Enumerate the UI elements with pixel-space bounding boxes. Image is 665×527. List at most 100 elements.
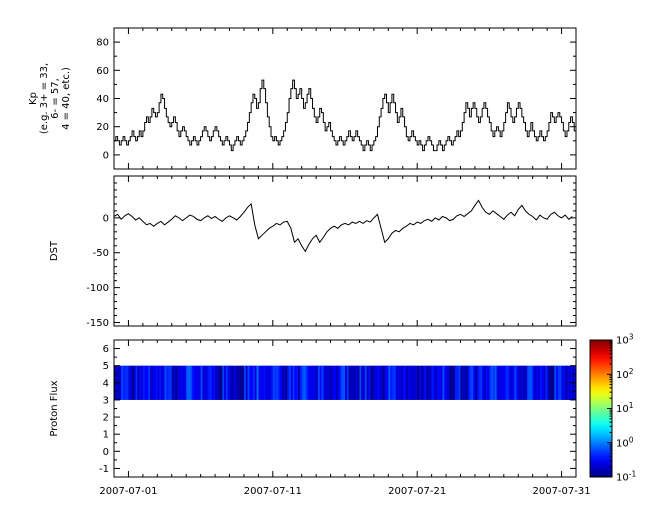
colorbar-exponent: 3 [629,333,634,342]
heatmap-strip [211,365,214,400]
heatmap-strip [418,365,422,400]
dst-index-panel-frame [113,175,577,327]
heatmap-strip [437,365,440,400]
heatmap-strip [462,365,465,400]
heatmap-strip [408,365,411,400]
heatmap-strip [402,365,405,400]
heatmap-strip [164,365,167,400]
proton-flux-panel-frame [113,339,577,478]
heatmap-strip [162,365,165,400]
y-tick-label: -100 [86,283,109,294]
y-tick-label: 80 [96,38,109,49]
heatmap-strip [123,365,126,400]
heatmap-strip [368,365,371,400]
heatmap-strip [180,365,183,400]
heatmap-strip [159,365,162,400]
heatmap-strip [303,365,306,400]
heatmap-strip [379,365,382,400]
heatmap-strip [483,365,487,400]
heatmap-strip [568,365,571,400]
y-tick-label: -1 [99,464,109,475]
heatmap-strip [422,365,425,400]
heatmap-strip [355,365,359,400]
heatmap-strip [245,365,248,400]
heatmap-strip [155,365,158,400]
dst-index-axis-ticks [114,176,576,326]
heatmap-strip [339,365,342,400]
heatmap-strip [491,365,494,400]
heatmap-strip [229,365,232,400]
heatmap-strip [323,365,326,400]
heatmap-strip [267,365,270,400]
heatmap-strip [465,365,469,400]
y-tick-label: 2 [103,413,109,424]
y-tick-label: 1 [103,430,109,441]
heatmap-strip [494,365,497,400]
heatmap-strip [325,365,328,400]
heatmap-strip [388,365,391,400]
heatmap-strip [335,365,339,400]
heatmap-strip [431,365,434,400]
heatmap-strip [467,365,470,400]
y-tick-label: 3 [103,395,109,406]
heatmap-strip [204,365,207,400]
heatmap-strip [160,365,164,400]
heatmap-strip [548,365,552,400]
heatmap-strip [543,365,546,400]
y-tick-label: 6 [103,344,109,355]
heatmap-strip [276,365,279,400]
heatmap-strip [144,365,147,400]
heatmap-strip [251,365,254,400]
heatmap-strip [411,365,414,400]
heatmap-strip [177,365,180,400]
heatmap-strip [458,365,461,400]
heatmap-strip [507,365,510,400]
heatmap-strip [141,365,144,400]
heatmap-strip [417,365,420,400]
kp-index-panel: 0 20 40 60 80 Kp(e.g. 3+ = 33,6- = 57,4 = 40,… [28,27,577,170]
heatmap-strip [397,365,400,400]
heatmap-strip [446,365,449,400]
heatmap-strip [240,365,243,400]
colorbar-ticks [607,339,612,478]
heatmap-strip [346,365,349,400]
heatmap-strip [373,365,377,400]
heatmap-strip [206,365,209,400]
heatmap-strip [444,365,447,400]
heatmap-strip [126,365,129,400]
heatmap-strip [502,365,505,400]
heatmap-strip [426,365,429,400]
heatmap-strip [563,365,566,400]
heatmap-strip [487,365,490,400]
heatmap-strip [283,365,286,400]
heatmap-strip [198,365,202,400]
dst-index-axis-label-text: DST [49,240,60,261]
kp-index-series-line [114,79,576,152]
heatmap-strip [386,365,389,400]
heatmap-strip [191,365,194,400]
heatmap-strip [512,365,516,400]
x-tick-label: 2007-07-21 [388,486,446,497]
heatmap-strip [372,365,375,400]
heatmap-strip [381,365,384,400]
heatmap-strip [500,365,503,400]
heatmap-strip [516,365,519,400]
heatmap-strip [299,365,303,400]
proton-flux-axis-label-text: Proton Flux [49,380,60,436]
heatmap-strip [247,365,250,400]
heatmap-strip [527,365,530,400]
heatmap-strip [449,365,452,400]
heatmap-strip [413,365,416,400]
heatmap-strip [565,365,568,400]
axis-label-line: Kp [28,92,39,105]
dst-index-series-line [113,199,573,253]
heatmap-strip [429,365,433,400]
heatmap-strip [473,365,476,400]
heatmap-strip [296,365,299,400]
axis-label-line: (e.g. 3+ = 33, [39,63,50,134]
heatmap-strip [464,365,467,400]
heatmap-strip [213,365,216,400]
heatmap-strip [382,365,386,400]
heatmap-strip [357,365,360,400]
heatmap-strip [377,365,380,400]
